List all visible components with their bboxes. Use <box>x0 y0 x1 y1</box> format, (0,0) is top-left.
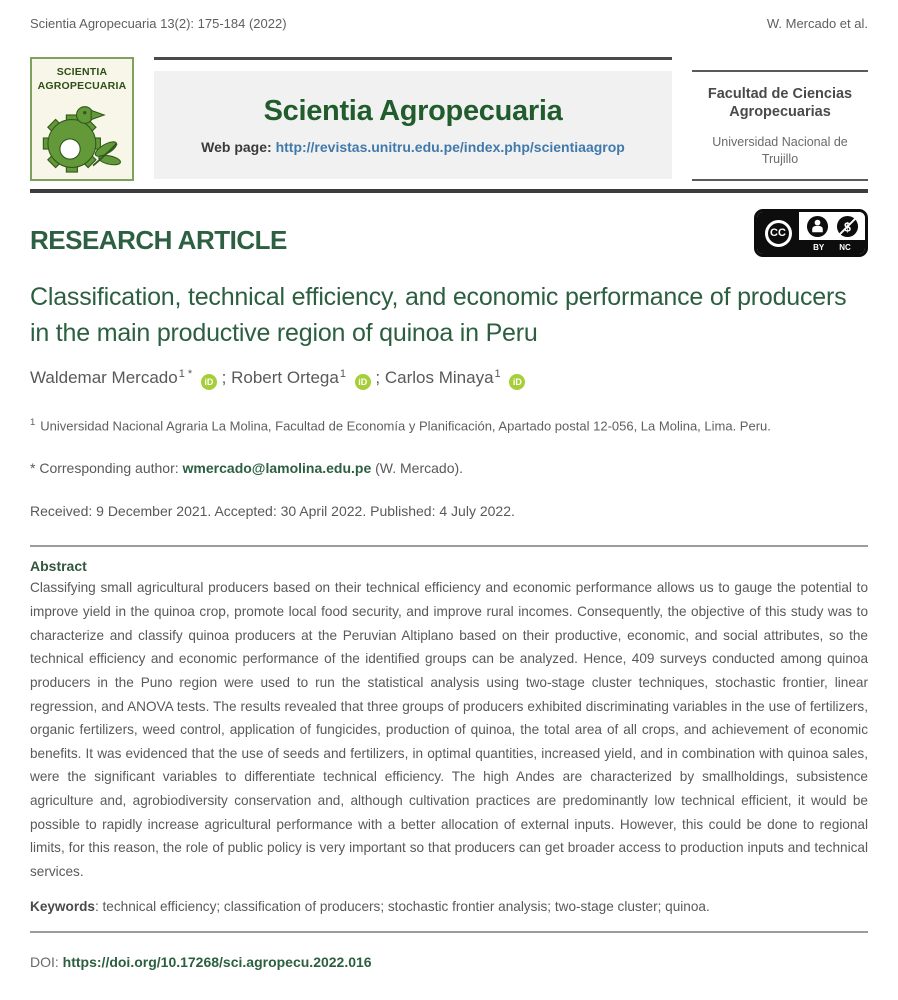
author-2-sup: 1 <box>339 368 346 380</box>
orcid-icon[interactable]: iD <box>509 374 526 390</box>
orcid-icon[interactable]: iD <box>200 374 217 390</box>
author-separator: ; <box>375 368 385 387</box>
author-2-name: Robert Ortega <box>231 368 339 387</box>
author-1: Waldemar Mercado1 * iD <box>30 368 222 390</box>
webpage-label: Web page: <box>201 139 272 155</box>
author-3-name: Carlos Minaya <box>384 368 494 387</box>
cc-by-person-icon <box>806 215 828 237</box>
running-head-left: Scientia Agropecuaria 13(2): 175-184 (20… <box>30 16 287 31</box>
article-type-label: RESEARCH ARTICLE <box>30 225 287 255</box>
cc-by-label: BY <box>813 242 825 252</box>
banner-top-rule <box>154 57 672 60</box>
affiliation-line: 1 Universidad Nacional Agraria La Molina,… <box>30 417 868 433</box>
logo-title-line1: SCIENTIA <box>56 66 108 78</box>
cc-nc-no-dollar-icon: $ <box>836 215 858 237</box>
running-head: Scientia Agropecuaria 13(2): 175-184 (20… <box>30 0 868 31</box>
journal-masthead: SCIENTIA AGROPECUARIA <box>30 57 868 181</box>
corresponding-suffix: (W. Mercado). <box>371 460 464 477</box>
corresponding-author-line: * Corresponding author: wmercado@lamolin… <box>30 460 868 476</box>
article-dates: Received: 9 December 2021. Accepted: 30 … <box>30 503 515 520</box>
article-title: Classification, technical efficiency, an… <box>30 283 847 347</box>
cc-logo-icon: CC <box>764 219 792 247</box>
faculty-name: Facultad de Ciencias Agropecuarias <box>707 86 853 121</box>
cc-condition-icons: $ <box>799 212 865 240</box>
header-bottom-rule <box>30 189 868 193</box>
affiliation-text: Universidad Nacional Agraria La Molina, … <box>40 418 771 434</box>
author-2: Robert Ortega1 iD <box>231 368 375 390</box>
cc-condition-labels: BY NC <box>799 240 865 254</box>
abstract-text: Classifying small agricultural producers… <box>30 580 868 880</box>
doi-label: DOI: <box>30 953 63 970</box>
faculty-box: Facultad de Ciencias Agropecuarias Unive… <box>692 70 868 181</box>
journal-webpage-line: Web page: http://revistas.unitru.edu.pe/… <box>154 139 672 155</box>
doi-line: DOI: https://doi.org/10.17268/sci.agrope… <box>30 954 868 970</box>
author-1-sup: 1 * <box>178 368 193 380</box>
journal-name: Scientia Agropecuaria <box>263 95 563 127</box>
logo-title-line2: AGROPECUARIA <box>37 79 127 92</box>
author-3: Carlos Minaya1 iD <box>384 368 526 390</box>
journal-logo: SCIENTIA AGROPECUARIA <box>30 57 134 181</box>
university-name: Universidad Nacional de Trujillo <box>712 135 848 166</box>
author-separator: ; <box>221 368 232 387</box>
doi-top-rule <box>30 930 868 933</box>
gear-bird-logo-icon <box>32 95 132 186</box>
affiliation-sup: 1 <box>30 417 36 428</box>
corresponding-email-link[interactable]: wmercado@lamolina.edu.pe <box>182 460 372 477</box>
keywords-line: Keywords: technical efficiency; classifi… <box>30 899 868 914</box>
journal-webpage-link[interactable]: http://revistas.unitru.edu.pe/index.php/… <box>275 139 625 155</box>
article-type-row: RESEARCH ARTICLE CC $ <box>30 209 868 257</box>
cc-logo-panel: CC <box>757 212 799 254</box>
author-3-sup: 1 <box>494 368 501 380</box>
abstract-top-rule <box>30 545 868 548</box>
journal-banner: Scientia Agropecuaria Web page: http://r… <box>154 57 672 181</box>
abstract-heading: Abstract <box>30 558 87 575</box>
keywords-text: : technical efficiency; classification o… <box>94 898 710 914</box>
cc-by-nc-license-badge[interactable]: CC $ BY NC <box>754 209 868 257</box>
orcid-icon[interactable]: iD <box>354 374 371 390</box>
cc-nc-label: NC <box>839 242 851 252</box>
cc-conditions-panel: $ BY NC <box>799 212 865 254</box>
author-1-name: Waldemar Mercado <box>30 368 178 387</box>
doi-link[interactable]: https://doi.org/10.17268/sci.agropecu.20… <box>62 953 372 970</box>
running-head-right: W. Mercado et al. <box>766 16 868 31</box>
journal-logo-title: SCIENTIA AGROPECUARIA <box>32 66 132 93</box>
author-list: Waldemar Mercado1 * iD ; Robert Ortega1 … <box>30 368 868 390</box>
corresponding-prefix: * Corresponding author: <box>30 460 183 477</box>
keywords-label: Keywords <box>30 898 95 914</box>
journal-banner-box: Scientia Agropecuaria Web page: http://r… <box>154 71 672 179</box>
